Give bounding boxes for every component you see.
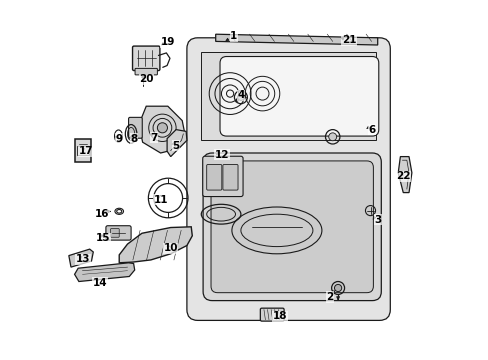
Text: 10: 10 [163, 243, 178, 253]
Polygon shape [215, 34, 377, 45]
Text: 18: 18 [272, 311, 286, 321]
Text: 15: 15 [96, 233, 110, 243]
Text: 22: 22 [395, 171, 409, 181]
FancyBboxPatch shape [106, 226, 131, 240]
Text: 13: 13 [76, 254, 90, 264]
Text: 17: 17 [79, 146, 93, 156]
Text: 11: 11 [153, 195, 168, 205]
FancyBboxPatch shape [223, 165, 238, 190]
FancyBboxPatch shape [186, 38, 389, 320]
Circle shape [237, 94, 244, 100]
Text: 9: 9 [116, 134, 122, 144]
Text: 3: 3 [373, 215, 381, 225]
FancyBboxPatch shape [220, 57, 378, 136]
Polygon shape [397, 157, 411, 193]
FancyBboxPatch shape [192, 43, 384, 315]
Text: 2: 2 [326, 292, 333, 302]
Text: 6: 6 [368, 125, 375, 135]
Text: 21: 21 [341, 35, 355, 45]
FancyBboxPatch shape [110, 229, 119, 237]
FancyBboxPatch shape [260, 308, 284, 321]
FancyBboxPatch shape [211, 161, 373, 293]
Polygon shape [119, 227, 192, 263]
FancyBboxPatch shape [203, 156, 243, 197]
FancyBboxPatch shape [132, 46, 160, 71]
Circle shape [334, 284, 341, 292]
Polygon shape [167, 130, 186, 157]
Text: 5: 5 [172, 141, 180, 151]
Circle shape [328, 133, 336, 141]
Text: 7: 7 [150, 132, 157, 143]
Text: 4: 4 [237, 90, 244, 100]
Polygon shape [201, 52, 375, 140]
FancyBboxPatch shape [206, 165, 222, 190]
Text: 1: 1 [230, 31, 237, 41]
FancyBboxPatch shape [128, 117, 142, 138]
Polygon shape [75, 263, 134, 282]
Text: 16: 16 [95, 209, 109, 219]
FancyBboxPatch shape [203, 153, 381, 301]
Polygon shape [69, 249, 93, 267]
FancyBboxPatch shape [75, 139, 91, 162]
Text: 19: 19 [161, 37, 175, 48]
Text: 8: 8 [130, 134, 137, 144]
Text: 20: 20 [139, 74, 154, 84]
Text: 12: 12 [215, 150, 229, 160]
FancyBboxPatch shape [77, 146, 88, 155]
FancyBboxPatch shape [135, 68, 157, 75]
Text: 14: 14 [92, 278, 107, 288]
Circle shape [157, 123, 167, 133]
Polygon shape [139, 106, 185, 153]
